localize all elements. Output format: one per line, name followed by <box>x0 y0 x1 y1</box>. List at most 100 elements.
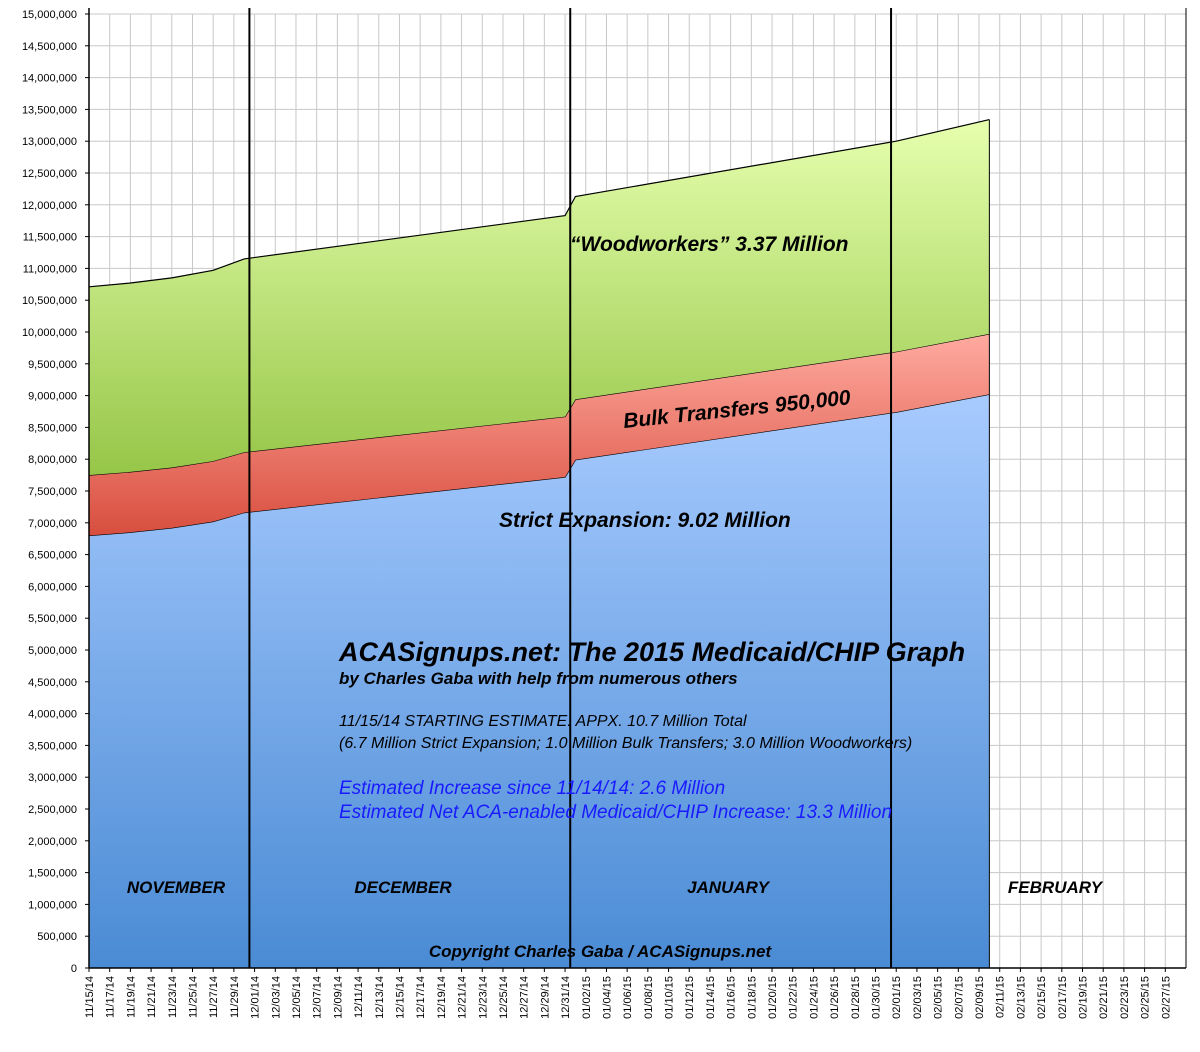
x-tick-label: 11/15/14 <box>84 976 96 1018</box>
x-tick-label: 11/17/14 <box>105 976 117 1018</box>
month-label-january: JANUARY <box>687 878 771 897</box>
x-tick-label: 02/15/15 <box>1036 976 1048 1019</box>
y-tick-label: 6,000,000 <box>28 581 77 593</box>
y-tick-label: 9,000,000 <box>28 391 77 403</box>
x-tick-label: 02/17/15 <box>1057 976 1069 1019</box>
x-tick-label: 11/21/14 <box>146 976 158 1018</box>
x-tick-label: 01/18/15 <box>746 976 758 1019</box>
x-tick-label: 01/12/15 <box>684 976 696 1019</box>
y-tick-label: 9,500,000 <box>28 359 77 371</box>
x-tick-label: 02/25/15 <box>1140 976 1152 1019</box>
y-axis-ticks: 0 500,000 1,000,000 1,500,000 2,000,000 2,500… <box>22 9 89 975</box>
x-tick-label: 01/28/15 <box>850 976 862 1019</box>
month-label-december: DECEMBER <box>354 878 452 897</box>
copyright-notice: Copyright Charles Gaba / ACASignups.net <box>429 942 773 961</box>
y-tick-label: 13,500,000 <box>22 104 77 116</box>
series-top-line <box>88 119 990 288</box>
net-increase-note: Estimated Net ACA-enabled Medicaid/CHIP … <box>339 802 892 823</box>
x-tick-label: 01/14/15 <box>705 976 717 1019</box>
x-tick-label: 11/29/14 <box>229 976 241 1018</box>
y-tick-label: 3,000,000 <box>28 772 77 784</box>
y-tick-label: 11,500,000 <box>23 232 77 244</box>
area-label-woodworkers: “Woodworkers” 3.37 Million <box>570 233 849 256</box>
x-tick-label: 12/23/14 <box>477 976 489 1019</box>
x-tick-label: 01/22/15 <box>788 976 800 1019</box>
x-tick-label: 12/11/14 <box>353 976 365 1018</box>
x-tick-label: 12/05/14 <box>291 976 303 1019</box>
y-tick-label: 14,000,000 <box>22 73 77 85</box>
y-tick-label: 2,000,000 <box>28 836 77 848</box>
x-tick-label: 02/01/15 <box>891 976 903 1019</box>
axes <box>88 8 1187 969</box>
x-tick-label: 11/27/14 <box>208 976 220 1018</box>
x-tick-label: 01/16/15 <box>726 976 738 1019</box>
y-tick-label: 10,500,000 <box>22 295 77 307</box>
x-tick-label: 11/25/14 <box>187 976 199 1018</box>
y-tick-label: 8,000,000 <box>28 454 77 466</box>
area-woodworkers <box>89 119 990 476</box>
x-tick-label: 02/03/15 <box>912 976 924 1019</box>
y-tick-label: 6,500,000 <box>28 550 77 562</box>
x-tick-label: 12/21/14 <box>457 976 469 1019</box>
x-axis-ticks: 11/15/14 11/17/14 11/19/14 11/21/14 11/23/14… <box>84 968 1172 1019</box>
x-tick-label: 01/10/15 <box>664 976 676 1019</box>
chart-subtitle: by Charles Gaba with help from numerous … <box>339 669 738 688</box>
y-tick-label: 1,000,000 <box>28 899 77 911</box>
x-tick-label: 12/27/14 <box>519 976 531 1019</box>
x-tick-label: 02/05/15 <box>933 976 945 1019</box>
y-tick-label: 1,500,000 <box>28 868 77 880</box>
x-tick-label: 02/19/15 <box>1078 976 1090 1019</box>
x-tick-label: 12/13/14 <box>374 976 386 1019</box>
x-tick-label: 01/20/15 <box>767 976 779 1019</box>
area-label-strict-expansion: Strict Expansion: 9.02 Million <box>499 509 791 532</box>
starting-estimate-note: 11/15/14 STARTING ESTIMATE: APPX. 10.7 M… <box>339 713 747 730</box>
y-tick-label: 12,500,000 <box>22 168 77 180</box>
x-tick-label: 12/09/14 <box>332 976 344 1019</box>
x-tick-label: 12/03/14 <box>270 976 282 1019</box>
x-tick-label: 11/23/14 <box>167 976 179 1018</box>
month-label-november: NOVEMBER <box>127 878 226 897</box>
month-dividers <box>248 8 893 968</box>
x-tick-label: 01/30/15 <box>871 976 883 1019</box>
x-tick-label: 12/15/14 <box>394 976 406 1019</box>
estimated-increase-note: Estimated Increase since 11/14/14: 2.6 M… <box>339 778 725 799</box>
y-tick-label: 12,000,000 <box>22 200 77 212</box>
y-tick-label: 8,500,000 <box>28 422 77 434</box>
y-tick-label: 2,500,000 <box>28 804 77 816</box>
y-tick-label: 15,000,000 <box>22 9 77 21</box>
y-tick-label: 11,000,000 <box>23 263 77 275</box>
x-tick-label: 02/21/15 <box>1098 976 1110 1019</box>
x-tick-label: 12/31/14 <box>560 976 572 1019</box>
area-bulk-transfers <box>89 333 990 536</box>
y-tick-label: 14,500,000 <box>22 41 77 53</box>
stacked-areas <box>88 119 990 968</box>
area-strict-expansion <box>89 394 990 968</box>
x-tick-label: 12/01/14 <box>250 976 262 1019</box>
x-tick-label: 02/27/15 <box>1160 976 1172 1019</box>
x-tick-label: 12/07/14 <box>312 976 324 1019</box>
x-tick-label: 01/24/15 <box>808 976 820 1019</box>
y-tick-label: 0 <box>71 963 77 975</box>
x-tick-label: 02/13/15 <box>1015 976 1027 1019</box>
x-tick-label: 12/25/14 <box>498 976 510 1019</box>
x-tick-label: 01/26/15 <box>829 976 841 1019</box>
y-tick-label: 5,000,000 <box>28 645 77 657</box>
x-tick-label: 11/19/14 <box>125 976 137 1018</box>
y-tick-label: 500,000 <box>37 931 77 943</box>
x-tick-label: 02/07/15 <box>953 976 965 1019</box>
starting-breakdown-note: (6.7 Million Strict Expansion; 1.0 Milli… <box>339 735 912 752</box>
x-tick-label: 12/17/14 <box>415 976 427 1019</box>
y-tick-label: 7,000,000 <box>28 518 77 530</box>
x-tick-label: 01/06/15 <box>622 976 634 1019</box>
x-tick-label: 01/02/15 <box>581 976 593 1019</box>
y-tick-label: 10,000,000 <box>22 327 77 339</box>
y-tick-label: 13,000,000 <box>22 136 77 148</box>
x-tick-label: 12/19/14 <box>436 976 448 1019</box>
chart-title: ACASignups.net: The 2015 Medicaid/CHIP G… <box>338 637 965 667</box>
x-tick-label: 12/29/14 <box>539 976 551 1019</box>
x-tick-label: 01/08/15 <box>643 976 655 1019</box>
x-tick-label: 02/23/15 <box>1119 976 1131 1019</box>
y-tick-label: 4,000,000 <box>28 709 77 721</box>
